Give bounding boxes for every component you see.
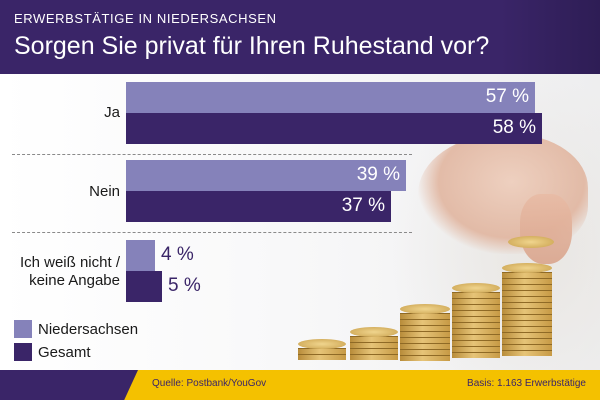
coin-stack [350,327,398,360]
coin [452,316,500,322]
bar-value-label: 57 % [485,86,529,107]
coin [452,352,500,358]
coin [452,346,500,352]
coin [502,284,552,290]
coin [502,350,552,356]
finger-image [520,194,572,264]
coin [502,296,552,302]
coin [350,348,398,354]
coin-stack [298,339,346,360]
coin-top [298,339,346,349]
basis-text: Basis: 1.163 Erwerbstätige [467,378,586,389]
bar-value-label: 37 % [341,195,385,216]
legend-swatch [14,343,32,361]
coin [502,308,552,314]
coin [452,304,500,310]
bar-gesamt [126,191,391,222]
coin-stack [502,263,552,356]
group-divider [12,232,412,233]
category-label-line: Ich weiß nicht / [19,254,120,271]
legend-label: Niedersachsen [38,321,139,338]
coin [350,354,398,360]
coin [502,326,552,332]
coin-top [350,327,398,337]
coin [452,328,500,334]
coin [452,322,500,328]
coin [452,310,500,316]
coin [298,354,346,360]
bar-value-label: 4 % [161,244,194,265]
coin [350,342,398,348]
category-label-line: keine Angabe [29,272,120,289]
coin-stack [452,283,500,358]
footer-accent [0,370,138,400]
coin [452,334,500,340]
coin [452,298,500,304]
bar-niedersachsen [126,240,155,271]
chart-title: Sorgen Sie privat für Ihren Ruhestand vo… [14,32,490,60]
bar-niedersachsen [126,82,535,113]
bar-value-label: 58 % [492,117,536,138]
bar-gesamt [126,271,162,302]
coin [400,343,450,349]
coin-stack [400,304,450,361]
coin [502,332,552,338]
coin [400,349,450,355]
legend-swatch [14,320,32,338]
header-bar [0,0,600,74]
coin [502,314,552,320]
coin [502,302,552,308]
source-text: Quelle: Postbank/YouGov [152,378,267,389]
coin [502,344,552,350]
coin [400,355,450,361]
coin [502,338,552,344]
coin [502,290,552,296]
bar-niedersachsen [126,160,406,191]
coin-top [452,283,500,293]
kicker-text: ERWERBSTÄTIGE IN NIEDERSACHSEN [14,11,277,26]
coin [400,337,450,343]
category-label-line: Nein [89,183,120,200]
bar-value-label: 39 % [356,164,400,185]
bar-gesamt [126,113,542,144]
group-divider [12,154,412,155]
bar-value-label: 5 % [168,275,201,296]
coin [502,278,552,284]
coin [400,325,450,331]
coin [452,340,500,346]
legend-label: Gesamt [38,344,91,361]
coin [400,319,450,325]
coin-top [502,263,552,273]
category-label: Nein [2,183,120,201]
held-coin [508,236,554,248]
category-label: Ja [2,104,120,122]
coin [502,320,552,326]
category-label: Ich weiß nicht / keine Angabe [2,254,120,290]
header-accent [500,0,600,74]
category-label-line: Ja [104,104,120,121]
coin-top [400,304,450,314]
coin [400,331,450,337]
